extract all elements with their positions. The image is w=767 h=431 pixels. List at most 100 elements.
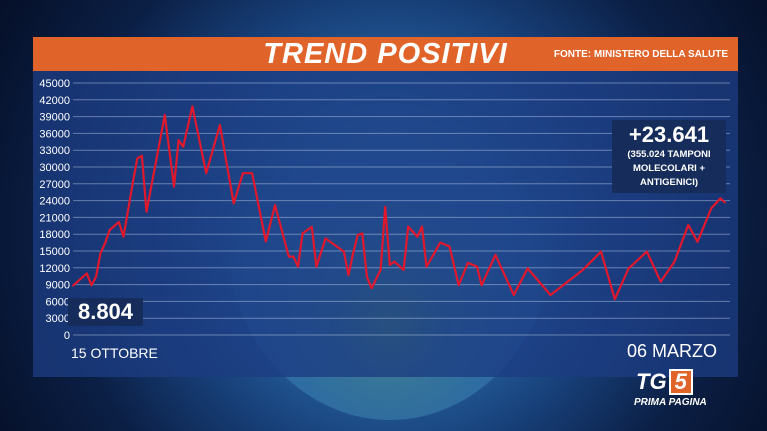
data-point — [476, 265, 478, 268]
y-tick-label: 0 — [64, 330, 70, 342]
logo-subtitle: PRIMA PAGINA — [634, 397, 707, 408]
data-point — [72, 284, 74, 287]
data-point — [131, 182, 134, 185]
y-tick-label: 42000 — [39, 95, 70, 107]
y-tick-label: 27000 — [39, 179, 70, 191]
data-point — [347, 274, 350, 276]
y-tick-label: 24000 — [39, 196, 70, 208]
data-point — [366, 275, 368, 278]
end-value: +23.641 — [628, 122, 710, 147]
y-tick-label: 33000 — [39, 145, 70, 157]
data-point — [343, 250, 345, 253]
data-point — [370, 287, 373, 290]
data-point — [95, 275, 97, 278]
data-point — [710, 207, 713, 210]
y-tick-label: 45000 — [39, 78, 70, 90]
y-tick-label: 30000 — [39, 162, 70, 174]
y-tick-label: 21000 — [39, 212, 70, 224]
data-point — [324, 237, 327, 240]
data-point — [614, 298, 616, 300]
data-point — [242, 172, 244, 174]
data-point — [182, 146, 184, 148]
chart-title: TREND POSITIVI — [263, 38, 508, 70]
data-point — [549, 294, 552, 296]
data-point — [379, 269, 382, 271]
end-value-box: +23.641 (355.024 TAMPONI MOLECOLARI + AN… — [612, 120, 726, 193]
data-point — [90, 284, 93, 286]
data-point — [288, 255, 290, 258]
data-point — [205, 172, 207, 174]
data-point — [457, 284, 460, 286]
data-point — [480, 284, 483, 286]
data-point — [292, 255, 295, 258]
data-point — [297, 265, 299, 268]
data-point — [600, 250, 602, 253]
y-tick-label: 3000 — [46, 313, 70, 325]
data-point — [356, 234, 359, 236]
start-value-box: 8.804 — [68, 298, 143, 326]
data-point — [494, 254, 497, 256]
data-point — [191, 105, 194, 108]
data-point — [177, 139, 180, 141]
data-point — [145, 211, 148, 213]
y-tick-label: 18000 — [39, 229, 70, 241]
data-point — [421, 225, 423, 228]
data-point — [467, 261, 469, 264]
data-point — [416, 235, 419, 238]
data-point — [310, 226, 313, 228]
data-point — [301, 232, 304, 235]
data-point — [389, 264, 391, 266]
data-point — [627, 267, 630, 270]
data-point — [673, 260, 676, 263]
data-point — [136, 157, 139, 160]
data-point — [127, 209, 129, 211]
data-point — [512, 294, 515, 296]
data-point — [425, 265, 428, 268]
data-point — [141, 155, 143, 157]
data-point — [173, 185, 175, 188]
data-point — [526, 267, 529, 270]
data-point — [219, 124, 221, 126]
data-point — [724, 201, 726, 204]
data-point — [251, 172, 253, 174]
data-point — [646, 250, 648, 253]
data-point — [659, 281, 662, 283]
y-tick-label: 15000 — [39, 246, 70, 258]
data-point — [232, 202, 235, 205]
data-point — [85, 272, 88, 275]
end-note-line-3: ANTIGENICI) — [639, 177, 699, 188]
data-point — [696, 240, 699, 243]
y-tick-label: 6000 — [46, 296, 70, 308]
data-point — [402, 269, 405, 271]
tg5-logo: TG 5 — [636, 369, 708, 397]
data-point — [352, 252, 354, 255]
data-point — [407, 225, 409, 228]
data-point — [104, 242, 106, 244]
end-note-line-2: MOLECOLARI + — [632, 163, 706, 174]
data-point — [118, 221, 120, 223]
data-point — [687, 224, 690, 226]
data-point — [448, 245, 451, 248]
data-point — [315, 265, 318, 268]
y-tick-label: 39000 — [39, 112, 70, 124]
source-label: FONTE: MINISTERO DELLA SALUTE — [553, 49, 728, 60]
data-point — [384, 205, 387, 208]
data-point — [581, 269, 584, 271]
y-tick-label: 12000 — [39, 263, 70, 275]
data-point — [164, 114, 166, 116]
y-tick-label: 36000 — [39, 128, 70, 140]
data-point — [265, 240, 267, 243]
data-point — [108, 229, 111, 231]
data-point — [361, 232, 364, 235]
data-point — [393, 260, 396, 263]
x-end-label: 06 MARZO — [627, 341, 718, 361]
x-start-label: 15 OTTOBRE — [71, 345, 158, 361]
title-bar: TREND POSITIVI FONTE: MINISTERO DELLA SA… — [33, 37, 738, 71]
end-note-line-1: (355.024 TAMPONI — [627, 149, 711, 160]
logo-number: 5 — [668, 369, 693, 395]
data-point — [274, 204, 276, 206]
data-point — [439, 241, 442, 244]
y-tick-label: 9000 — [46, 280, 70, 292]
data-point — [719, 197, 722, 200]
